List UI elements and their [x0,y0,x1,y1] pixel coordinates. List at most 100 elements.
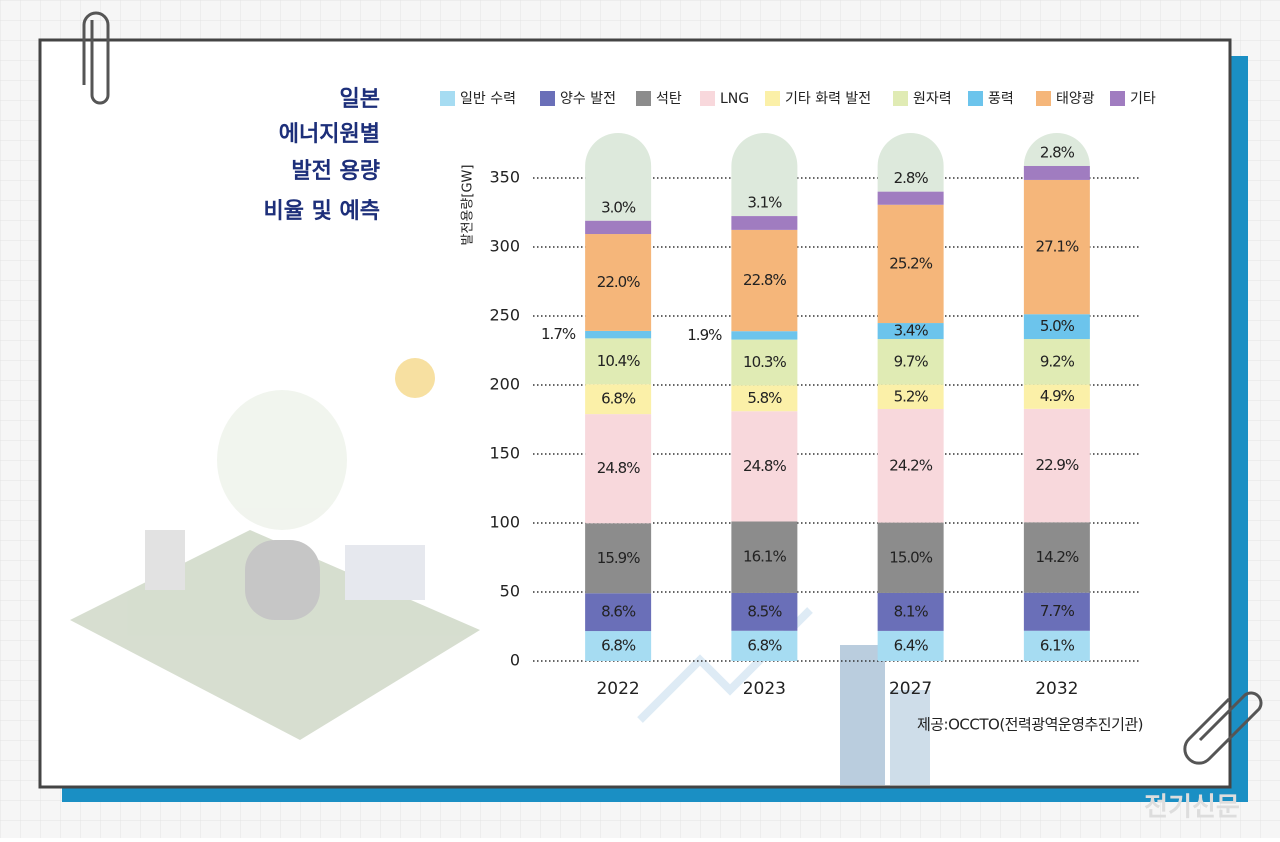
legend-swatch [893,91,908,106]
value-label: 22.9% [1036,456,1079,474]
y-tick-label: 100 [489,513,520,532]
value-label: 1.9% [687,326,722,344]
title-line: 비율 및 예측 [263,199,380,224]
bar-cap [585,133,652,221]
value-label: 14.2% [1036,548,1079,566]
bar-segment [1023,408,1090,523]
legend-label: 원자력 [913,91,952,107]
x-tick-label: 2023 [743,679,786,699]
bar-segment [1023,630,1090,661]
bar-segment [585,234,652,331]
value-label: 8.1% [894,602,929,620]
bar-cap [1023,133,1090,166]
legend-label: 양수 발전 [560,91,616,107]
legend-label: 기타 화력 발전 [785,91,871,107]
legend-swatch [1036,91,1051,106]
value-label: 8.6% [601,603,636,621]
bar-segment [877,323,944,340]
value-label: 3.4% [894,322,929,340]
y-tick-label: 50 [500,582,520,601]
y-tick-label: 250 [489,306,520,325]
bar-cap [731,133,798,217]
legend-swatch [765,91,780,106]
bar-segment [877,409,944,523]
value-label: 5.0% [1040,317,1075,335]
bar-segment [1023,592,1090,631]
value-label: 25.2% [889,254,932,272]
bar-segment [585,220,652,235]
x-tick-label: 2032 [1035,679,1078,699]
bar-cap [877,133,944,192]
bar-segment [877,522,944,593]
value-label: 3.0% [601,198,636,216]
value-label: 15.9% [597,549,640,567]
bar-segment [1023,179,1090,315]
y-tick-label: 0 [510,651,520,670]
bar-segment [877,630,944,661]
source: 제공:OCCTO(전력광역운영추진기관) [917,716,1143,734]
value-label: 1.7% [541,325,576,343]
legend-swatch [968,91,983,106]
value-label: 24.8% [597,459,640,477]
legend-swatch [440,91,455,106]
x-tick-label: 2022 [596,679,639,699]
value-label: 6.8% [747,636,782,654]
value-label: 9.2% [1040,352,1075,370]
title-line: 발전 용량 [291,159,380,184]
bar-segment [585,593,652,632]
value-label: 22.8% [743,271,786,289]
bar-segment [731,339,798,386]
title-line: 일본 [340,87,380,112]
bar-segment [877,384,944,410]
value-label: 5.8% [747,389,782,407]
legend-label: 석탄 [656,91,682,107]
bar-segment [877,191,944,205]
value-label: 6.4% [894,636,929,654]
value-label: 8.5% [747,602,782,620]
legend-swatch [1110,91,1125,106]
watermark: 전기신문 [1144,793,1240,823]
bar-segment [585,384,652,415]
bar-segment [731,216,798,230]
bar-segment [1023,165,1090,180]
value-label: 6.1% [1040,636,1075,654]
bar-segment [877,592,944,631]
paperclip [82,11,110,105]
bar-segment [731,331,798,340]
value-label: 16.1% [743,548,786,566]
x-tick-label: 2027 [889,679,932,699]
bar-segment [585,523,652,594]
y-tick-label: 350 [489,168,520,187]
legend-label: 풍력 [988,91,1014,107]
value-label: 6.8% [601,637,636,655]
bar-segment [585,631,652,661]
value-label: 5.2% [894,387,929,405]
legend-label: 기타 [1130,91,1156,107]
bar-segment [731,229,798,332]
value-label: 22.0% [597,273,640,291]
bar-segment [731,592,798,631]
title-line: 에너지원별 [279,122,380,147]
value-label: 7.7% [1040,602,1075,620]
value-label: 2.8% [1040,143,1075,161]
value-label: 3.1% [747,194,782,212]
bar-segment [1023,339,1090,385]
bar-segment [731,630,798,661]
legend-label: LNG [720,91,749,107]
legend-swatch [700,91,715,106]
legend-label: 태양광 [1056,91,1095,107]
legend-swatch [540,91,555,106]
value-label: 2.8% [894,169,929,187]
value-label: 15.0% [889,548,932,566]
bar-segment [585,338,652,385]
value-label: 4.9% [1040,387,1075,405]
bar-segment [585,330,652,339]
value-label: 9.7% [894,352,929,370]
y-tick-label: 150 [489,444,520,463]
bar-segment [1023,384,1090,409]
value-label: 10.4% [597,352,640,370]
bar-segment [877,339,944,385]
